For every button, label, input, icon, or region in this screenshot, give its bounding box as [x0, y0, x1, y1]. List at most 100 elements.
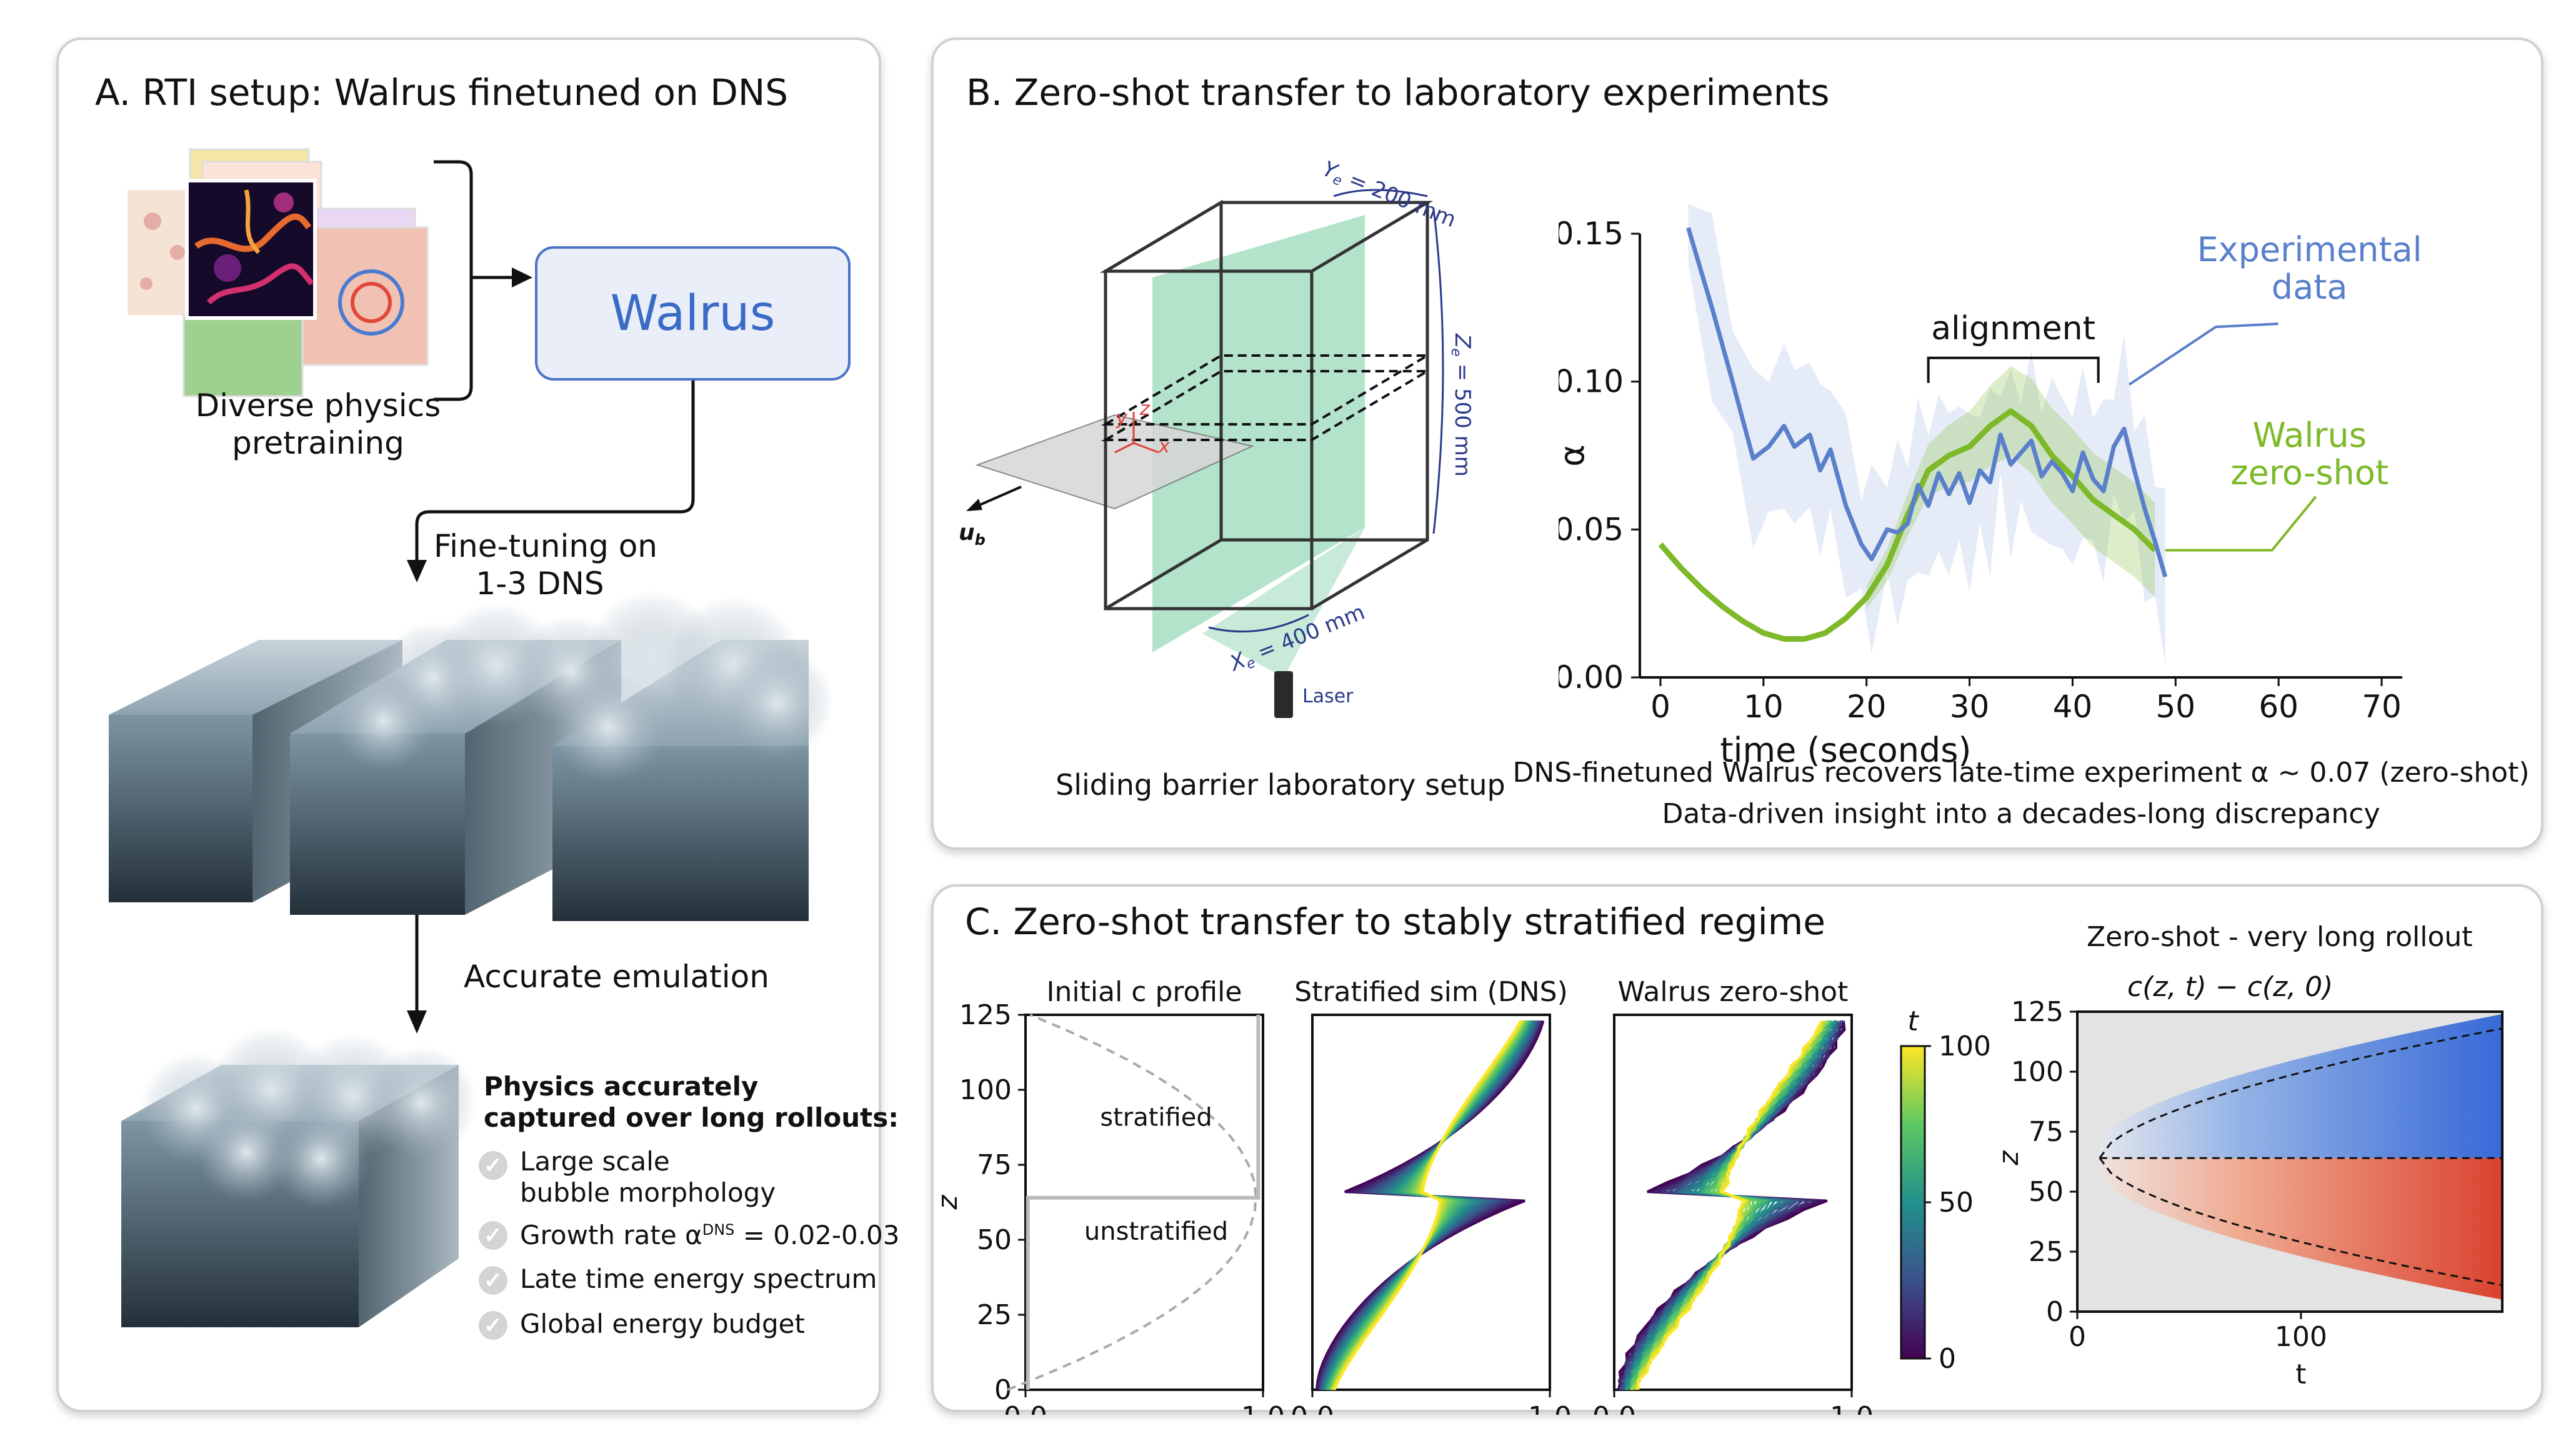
- x-tick-label: 0.0: [1004, 1401, 1047, 1415]
- experimental-band: [1688, 204, 2165, 666]
- unstratified-label: unstratified: [1084, 1217, 1228, 1246]
- laser-label: Laser: [1302, 686, 1354, 707]
- colorbar-tick-label: 0: [1939, 1343, 1956, 1375]
- physics-item-3: Late time energy spectrum: [520, 1264, 877, 1294]
- panel-b: B. Zero-shot transfer to laboratory expe…: [931, 37, 2544, 850]
- finetune-arrow: [415, 381, 695, 562]
- rollout-chart: 0 25 50 75 100 125 0 100 t z: [1996, 996, 2504, 1390]
- colorbar-tick-label: 100: [1939, 1030, 1991, 1062]
- physics-item-2-text: Growth rate α: [520, 1220, 702, 1250]
- profile-title: Walrus zero-shot: [1618, 976, 1849, 1008]
- lab-setup-diagram: ub z y x Ye = 200 mm Ze = 500 mm Xe = 40…: [959, 156, 1475, 718]
- profile-curve: [1629, 1020, 1830, 1391]
- panel-a-title: A. RTI setup: Walrus finetuned on DNS: [95, 71, 789, 114]
- physics-item-2: Growth rate αDNS = 0.02-0.03: [520, 1220, 900, 1250]
- y-tick-label: 125: [2011, 996, 2064, 1028]
- x-tick-label: 10: [1744, 689, 1784, 725]
- panel-a-graphics: [109, 148, 834, 1327]
- emulation-label: Accurate emulation: [464, 959, 769, 995]
- profile-frame: [1311, 1014, 1551, 1391]
- stratified-guide: [1007, 1014, 1257, 1391]
- y-tick-label: 100: [959, 1074, 1012, 1106]
- legend-experimental-line2: data: [2272, 267, 2348, 307]
- axis-z-label: z: [1139, 398, 1151, 420]
- walrus-line: [1658, 408, 2157, 642]
- y-tick-label: 0.10: [1559, 364, 1624, 400]
- physics-item-1-line2: bubble morphology: [520, 1177, 776, 1208]
- axis-y-label: y: [1116, 407, 1128, 429]
- y-axis-label: z: [1996, 1150, 2025, 1166]
- legend-experimental-leader: [2128, 322, 2279, 386]
- initial-profile: [1026, 1015, 1261, 1390]
- profile-curve: [1626, 1020, 1833, 1391]
- profile-frame: [1024, 1014, 1264, 1391]
- setup-caption: Sliding barrier laboratory setup: [1056, 768, 1505, 802]
- x-tick-label: 30: [1950, 689, 1990, 725]
- profile-title: Initial c profile: [1047, 976, 1242, 1008]
- x-tick-label: 60: [2259, 689, 2299, 725]
- check-icon: ✓: [479, 1311, 507, 1340]
- y-tick-label: 0.00: [1559, 659, 1624, 696]
- heatmap-frame: [2076, 1010, 2504, 1313]
- colorbar-tick-label: 50: [1939, 1187, 1974, 1219]
- x-tick-label: 0: [1650, 689, 1670, 725]
- physics-heading-line1: Physics accurately: [484, 1071, 759, 1102]
- legend-walrus-leader: [2165, 496, 2317, 552]
- x-tick-label: 20: [1847, 689, 1887, 725]
- profile-curve: [1333, 1020, 1522, 1390]
- physics-item-4: Global energy budget: [520, 1309, 805, 1339]
- physics-heading-line2: captured over long rollouts:: [484, 1102, 899, 1133]
- profile-frame: [1613, 1014, 1853, 1391]
- check-icon: ✓: [479, 1151, 507, 1180]
- y-tick-label: 0.05: [1559, 511, 1624, 547]
- stratified-label: stratified: [1100, 1104, 1212, 1132]
- ub-label: ub: [959, 520, 986, 549]
- rollout-subtitle: c(z, t) − c(z, 0): [2127, 971, 2334, 1003]
- panel-c: C. Zero-shot transfer to stably stratifi…: [931, 884, 2544, 1415]
- legend-experimental-line1: Experimental: [2197, 230, 2422, 269]
- y-tick-label: 25: [977, 1299, 1012, 1331]
- x-tick-label: 0.0: [1290, 1401, 1334, 1415]
- profile-charts: Initial c profile0.01.0c̄(z,t)0255075100…: [934, 976, 1991, 1415]
- rollout-title: Zero-shot - very long rollout: [2087, 921, 2473, 953]
- panel-b-summary: DNS-finetuned Walrus recovers late-time …: [1496, 752, 2546, 835]
- x-tick-label: 0.0: [1592, 1401, 1636, 1415]
- lower-front-contour: [2099, 1157, 2503, 1287]
- sliding-barrier: [975, 414, 1255, 510]
- finetune-caption: Fine-tuning on 1-3 DNS: [434, 527, 657, 602]
- axis-triad: [1114, 412, 1159, 454]
- physics-item-2-sup: DNS: [702, 1221, 735, 1239]
- profile-curve: [1624, 1020, 1836, 1391]
- check-icon: ✓: [479, 1266, 507, 1295]
- y-tick-label: 100: [2011, 1056, 2064, 1088]
- physics-item-1-line1: Large scale: [520, 1146, 670, 1177]
- colorbar-label: t: [1907, 1005, 1919, 1037]
- x-tick-label: 100: [2275, 1321, 2327, 1353]
- pretraining-caption: Diverse physics pretraining: [134, 387, 502, 462]
- x-tick-label: 1.0: [1528, 1401, 1572, 1415]
- x-tick-label: 1.0: [1830, 1401, 1874, 1415]
- legend-walrus-line2: zero-shot: [2230, 453, 2389, 492]
- upper-front-contour: [2099, 1027, 2503, 1159]
- y-tick-label: 0: [2046, 1296, 2064, 1328]
- emulation-volume: [121, 1027, 477, 1327]
- y-tick-label: 25: [2029, 1236, 2064, 1268]
- walrus-band: [1866, 366, 2155, 610]
- profile-curve: [1621, 1020, 1839, 1390]
- dns-volumes: [109, 590, 834, 921]
- check-icon: ✓: [479, 1221, 507, 1250]
- y-tick-label: 75: [977, 1149, 1012, 1181]
- x-axis-label: t: [2295, 1359, 2306, 1390]
- y-tick-label: 50: [2029, 1176, 2064, 1208]
- physics-item-1: Large scale bubble morphology: [520, 1146, 776, 1209]
- y-tick-label: 125: [959, 999, 1012, 1031]
- y-tick-label: 0.15: [1559, 216, 1624, 252]
- physics-item-2-value: = 0.02-0.03: [734, 1220, 900, 1250]
- y-axis-label: α: [1559, 444, 1592, 467]
- finetune-line2: 1-3 DNS: [476, 566, 604, 602]
- alignment-label: alignment: [1931, 310, 2095, 347]
- alignment-bracket: [1927, 356, 2100, 383]
- panel-c-title: C. Zero-shot transfer to stably stratifi…: [965, 900, 1825, 943]
- heatmap-negative: [2099, 1158, 2502, 1312]
- x-tick-label: 70: [2362, 689, 2402, 725]
